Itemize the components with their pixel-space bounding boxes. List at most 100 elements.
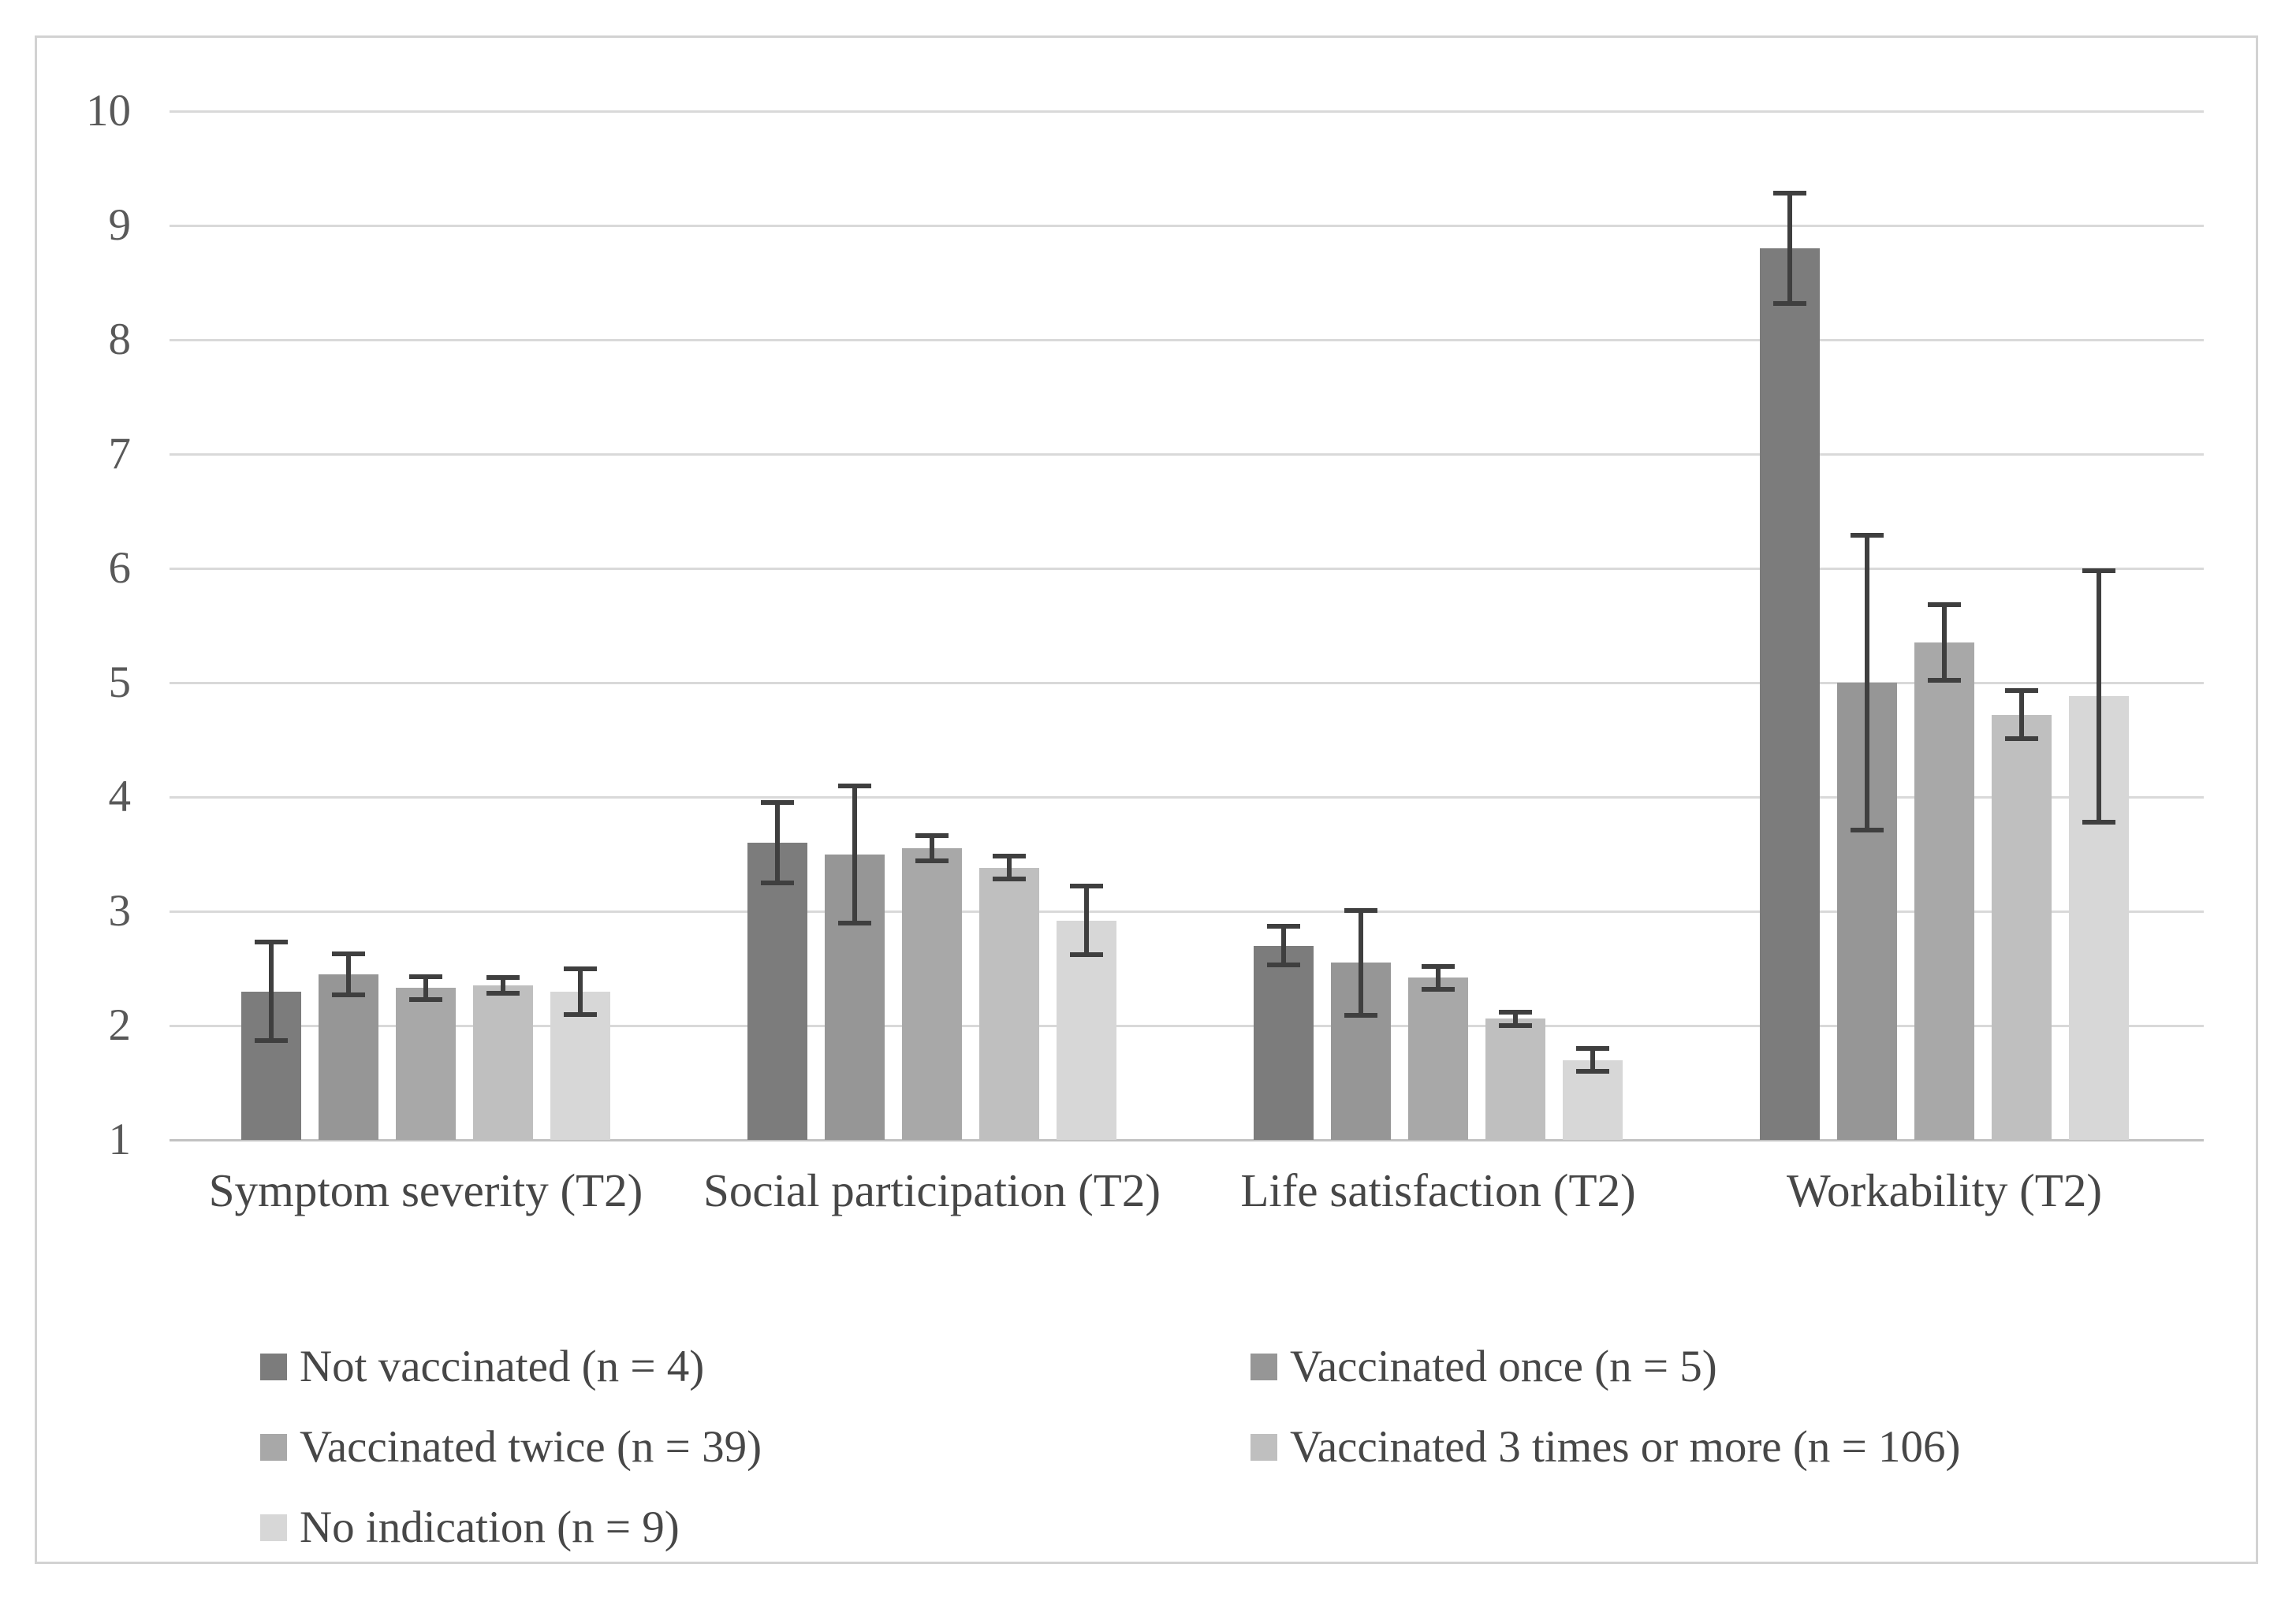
bar-series4-cat1 xyxy=(473,985,533,1140)
error-bar-whisker xyxy=(269,942,274,1041)
error-bar-cap-bottom xyxy=(1422,986,1455,992)
error-bar-cap-bottom xyxy=(1344,1012,1377,1018)
error-bar-whisker xyxy=(346,953,351,995)
error-bar-cap-top xyxy=(255,940,288,945)
legend-swatch xyxy=(260,1434,287,1461)
legend-label: No indication (n = 9) xyxy=(300,1503,680,1552)
x-axis-category-label: Life satisfaction (T2) xyxy=(1240,1164,1636,1216)
error-bar-whisker xyxy=(852,785,857,923)
error-bar-cap-top xyxy=(993,854,1026,859)
error-bar-cap-top xyxy=(486,975,520,981)
error-bar-cap-top xyxy=(1773,191,1806,196)
legend-swatch xyxy=(260,1354,287,1380)
error-bar-cap-top xyxy=(1576,1046,1609,1051)
error-bar-cap-top xyxy=(1344,907,1377,913)
error-bar-whisker xyxy=(775,802,780,883)
gridline xyxy=(170,1025,2204,1027)
error-bar-cap-bottom xyxy=(1928,678,1961,683)
error-bar-whisker xyxy=(501,978,505,994)
error-bar-cap-bottom xyxy=(993,877,1026,882)
error-bar-cap-top xyxy=(1422,963,1455,969)
error-bar-whisker xyxy=(1359,910,1363,1015)
legend-item: Vaccinated once (n = 5) xyxy=(1250,1337,2197,1397)
error-bar-whisker xyxy=(930,836,934,862)
error-bar-whisker xyxy=(1590,1048,1595,1071)
error-bar-whisker xyxy=(2019,691,2024,739)
error-bar-whisker xyxy=(1513,1011,1518,1026)
legend-label: Vaccinated once (n = 5) xyxy=(1290,1342,1717,1391)
error-bar-whisker xyxy=(578,968,583,1015)
legend-swatch xyxy=(1250,1434,1277,1461)
legend-item: Not vaccinated (n = 4) xyxy=(260,1337,1206,1397)
error-bar-whisker xyxy=(1787,193,1792,303)
gridline xyxy=(170,910,2204,913)
legend-swatch xyxy=(1250,1354,1277,1380)
error-bar-cap-top xyxy=(2082,568,2115,573)
y-axis-tick-label: 8 xyxy=(108,315,132,364)
error-bar-cap-top xyxy=(409,974,442,979)
error-bar-cap-top xyxy=(564,966,597,971)
y-axis-tick-label: 7 xyxy=(108,429,132,479)
y-axis-tick-label: 10 xyxy=(86,86,131,136)
x-axis-line xyxy=(170,1139,2204,1141)
legend-label: Vaccinated 3 times or more (n = 106) xyxy=(1290,1422,1961,1472)
gridline xyxy=(170,453,2204,456)
gridline xyxy=(170,225,2204,227)
bar-series4-cat2 xyxy=(979,867,1039,1140)
error-bar-whisker xyxy=(423,976,428,1000)
error-bar-cap-bottom xyxy=(1070,952,1103,958)
legend-item: No indication (n = 9) xyxy=(260,1498,1206,1558)
bar-series4-cat3 xyxy=(1485,1018,1545,1140)
y-axis-tick-label: 4 xyxy=(108,772,132,821)
error-bar-cap-top xyxy=(1851,532,1884,538)
error-bar-cap-bottom xyxy=(255,1037,288,1043)
error-bar-cap-bottom xyxy=(1267,963,1300,968)
error-bar-cap-top xyxy=(838,783,871,788)
error-bar-cap-top xyxy=(332,951,365,956)
gridline xyxy=(170,110,2204,113)
error-bar-cap-top xyxy=(1267,923,1300,929)
error-bar-cap-top xyxy=(2005,688,2038,694)
gridline xyxy=(170,568,2204,570)
bar-series3-cat1 xyxy=(396,988,456,1140)
error-bar-cap-top xyxy=(1928,602,1961,608)
error-bar-whisker xyxy=(1084,886,1089,955)
error-bar-whisker xyxy=(1865,534,1869,831)
error-bar-cap-bottom xyxy=(1851,828,1884,833)
x-axis-category-label: Workability (T2) xyxy=(1787,1164,2102,1216)
gridline xyxy=(170,339,2204,341)
y-axis-tick-label: 2 xyxy=(108,1000,132,1050)
error-bar-whisker xyxy=(1007,856,1012,880)
error-bar-cap-top xyxy=(761,800,794,806)
gridline xyxy=(170,682,2204,684)
bar-series4-cat4 xyxy=(1992,714,2052,1140)
error-bar-whisker xyxy=(2097,570,2101,822)
error-bar-cap-top xyxy=(915,833,949,839)
error-bar-cap-top xyxy=(1070,884,1103,889)
error-bar-whisker xyxy=(1436,966,1441,989)
error-bar-cap-bottom xyxy=(486,991,520,996)
error-bar-cap-top xyxy=(1499,1009,1532,1015)
error-bar-cap-bottom xyxy=(915,858,949,864)
error-bar-cap-bottom xyxy=(838,920,871,925)
bar-series1-cat3 xyxy=(1254,945,1314,1140)
legend-swatch xyxy=(260,1514,287,1541)
error-bar-cap-bottom xyxy=(2082,819,2115,825)
y-axis-tick-label: 5 xyxy=(108,657,132,707)
x-axis-category-label: Symptom severity (T2) xyxy=(208,1164,643,1216)
y-axis-tick-label: 3 xyxy=(108,886,132,936)
error-bar-cap-bottom xyxy=(2005,736,2038,742)
error-bar-whisker xyxy=(1281,925,1286,966)
error-bar-cap-bottom xyxy=(1499,1023,1532,1028)
legend-item: Vaccinated twice (n = 39) xyxy=(260,1417,1206,1477)
error-bar-whisker xyxy=(1942,605,1947,681)
bar-series3-cat3 xyxy=(1408,978,1468,1140)
error-bar-cap-bottom xyxy=(1576,1069,1609,1074)
error-bar-cap-bottom xyxy=(332,992,365,997)
bar-series1-cat4 xyxy=(1760,248,1820,1140)
error-bar-cap-bottom xyxy=(409,996,442,1002)
y-axis-tick-label: 1 xyxy=(108,1115,132,1164)
x-axis-category-label: Social participation (T2) xyxy=(703,1164,1161,1216)
legend-label: Not vaccinated (n = 4) xyxy=(300,1342,705,1391)
